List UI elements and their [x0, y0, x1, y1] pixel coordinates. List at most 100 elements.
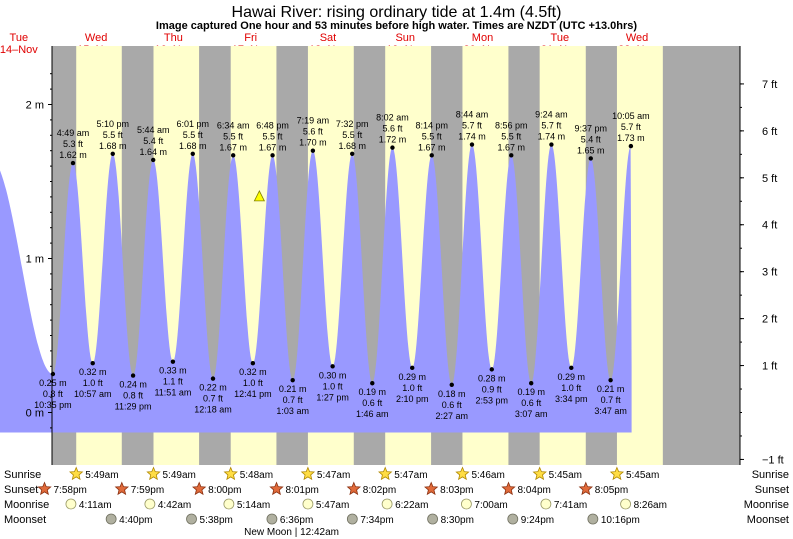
low-tide-metres: 0.33 m — [159, 366, 187, 376]
low-tide-point — [170, 359, 176, 364]
high-tide-metres: 1.62 m — [59, 150, 87, 160]
sunset-time: 8:05pm — [595, 485, 628, 496]
day-label-dow: Sat — [320, 32, 337, 44]
high-tide-feet: 5.5 ft — [183, 130, 204, 140]
sunrise-icon — [455, 466, 470, 481]
high-tide-point — [628, 143, 634, 149]
row-label-right: Moonset — [747, 514, 789, 526]
low-tide-feet: 0.8 ft — [43, 389, 64, 399]
high-tide-time: 5:44 am — [137, 125, 170, 135]
high-tide-time: 7:32 pm — [336, 119, 369, 129]
low-tide-metres: 0.28 m — [478, 373, 506, 383]
high-tide-time: 8:14 pm — [415, 120, 448, 130]
high-tide-metres: 1.67 m — [219, 142, 247, 152]
high-tide-feet: 5.5 ft — [422, 131, 443, 141]
low-tide-feet: 1.0 ft — [323, 381, 344, 391]
moon-phase-label: New Moon | 12:42am — [244, 527, 339, 538]
row-label-left: Sunrise — [4, 469, 41, 481]
sunrise-icon — [300, 466, 316, 481]
high-tide-time: 6:01 pm — [177, 119, 210, 129]
sunset-icon — [501, 481, 516, 496]
moonset-icon — [186, 513, 197, 525]
current-tide-marker — [253, 190, 266, 202]
high-tide-metres: 1.74 m — [458, 132, 486, 142]
high-tide-metres: 1.68 m — [99, 141, 127, 151]
sunset-time: 8:04pm — [517, 485, 550, 496]
sunset-icon — [346, 481, 361, 496]
day-label-dow: Thu — [164, 32, 183, 44]
high-tide-feet: 5.3 ft — [63, 139, 84, 149]
day-label-dow: Fri — [244, 32, 257, 44]
low-tide-feet: 0.6 ft — [442, 400, 463, 410]
high-tide-feet: 5.5 ft — [501, 131, 522, 141]
high-tide-metres: 1.68 m — [338, 141, 366, 151]
low-tide-metres: 0.32 m — [239, 367, 267, 377]
low-tide-point — [608, 377, 613, 383]
high-tide-time: 6:34 am — [217, 120, 250, 130]
sunrise-icon — [532, 466, 547, 481]
moonrise-icon — [302, 498, 314, 510]
low-tide-time: 3:07 am — [515, 409, 548, 419]
low-tide-time: 2:27 am — [435, 411, 468, 421]
axes: 0 m 1 m 2 m −1 ft 1 ft 2 ft 3 ft 4 ft 5 ft 6 ft 7 … — [26, 46, 784, 466]
high-tide-feet: 5.7 ft — [462, 121, 483, 131]
low-tide-metres: 0.21 m — [279, 384, 307, 394]
sunrise-time: 5:45am — [549, 470, 582, 481]
low-tide-metres: 0.29 m — [558, 372, 586, 382]
moonrise-icon — [381, 498, 393, 510]
row-label-right: Sunset — [755, 484, 789, 496]
sunrise-icon — [609, 466, 625, 481]
sunset-icon — [269, 481, 284, 496]
high-tide-feet: 5.6 ft — [303, 127, 324, 137]
moonset-icon — [587, 513, 599, 525]
moonset-time: 10:16pm — [601, 515, 640, 526]
low-tide-time: 11:29 pm — [115, 402, 152, 412]
high-tide-metres: 1.67 m — [498, 142, 526, 152]
sunrise-time: 5:45am — [626, 470, 659, 481]
low-tide-feet: 1.1 ft — [163, 377, 184, 387]
low-tide-point — [250, 361, 256, 366]
high-tide-point — [588, 156, 593, 161]
right-tick-label: 3 ft — [762, 267, 777, 279]
moonrise-time: 6:22am — [395, 500, 428, 511]
moonrise-time: 4:11am — [79, 500, 112, 511]
high-tide-metres: 1.72 m — [379, 135, 407, 145]
low-tide-point — [449, 382, 454, 387]
low-tide-feet: 1.0 ft — [561, 383, 582, 393]
moonrise-time: 7:00am — [474, 500, 507, 511]
low-tide-feet: 0.7 ft — [283, 395, 304, 405]
low-tide-metres: 0.21 m — [597, 384, 625, 394]
sunrise-icon — [69, 466, 84, 481]
low-tide-feet: 0.6 ft — [521, 398, 542, 408]
sunset-time: 7:59pm — [131, 485, 164, 496]
high-tide-metres: 1.67 m — [259, 142, 287, 152]
moonrise-time: 8:26am — [634, 500, 667, 511]
high-tide-feet: 5.5 ft — [223, 131, 244, 141]
high-tide-metres: 1.65 m — [577, 145, 605, 155]
moonrise-icon — [461, 498, 472, 510]
moonset-time: 9:24pm — [521, 515, 554, 526]
chart-title: Hawai River: rising ordinary tide at 1.4… — [232, 4, 562, 21]
sunrise-icon — [223, 466, 238, 481]
low-tide-point — [130, 373, 136, 378]
high-tide-metres: 1.70 m — [299, 138, 327, 148]
low-tide-point — [290, 377, 295, 383]
high-tide-point — [270, 153, 275, 158]
high-tide-metres: 1.73 m — [617, 133, 645, 143]
high-tide-time: 9:37 pm — [575, 123, 608, 133]
low-tide-time: 12:41 pm — [234, 389, 272, 399]
low-tide-point — [90, 361, 95, 366]
low-tide-time: 1:03 am — [276, 406, 309, 416]
day-label-date: 14–Nov — [0, 44, 38, 56]
low-tide-point — [330, 364, 335, 369]
low-tide-feet: 1.0 ft — [83, 378, 104, 388]
sunset-icon — [578, 481, 593, 496]
low-tide-time: 10:57 am — [74, 389, 112, 399]
moonrise-time: 5:14am — [237, 500, 270, 511]
moonrise-icon — [144, 498, 156, 510]
low-tide-time: 3:34 pm — [555, 394, 588, 404]
low-tide-feet: 1.0 ft — [243, 378, 264, 388]
low-tide-time: 3:47 am — [594, 406, 627, 416]
sunset-icon — [37, 481, 52, 496]
